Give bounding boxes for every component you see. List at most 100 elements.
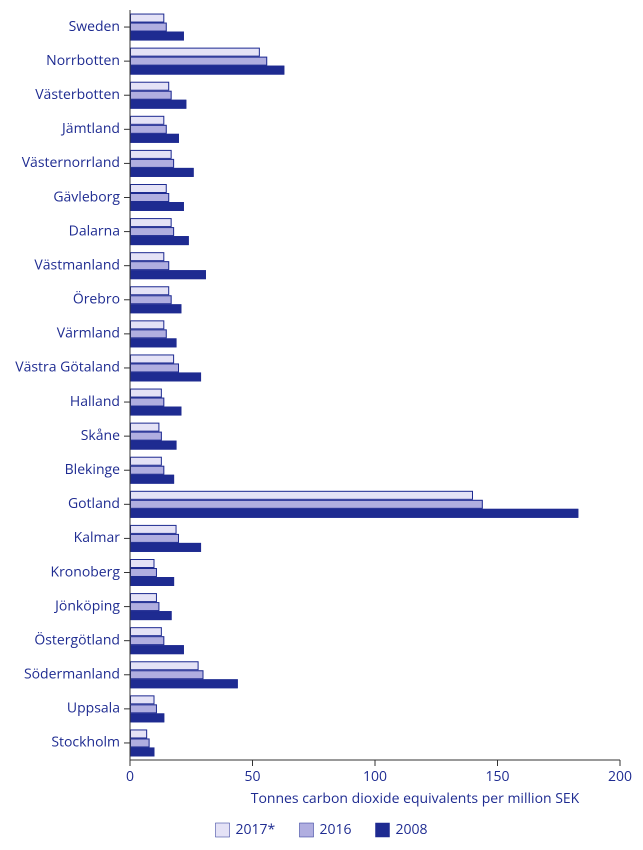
category-label: Värmland xyxy=(57,324,120,343)
category-label: Jämtland xyxy=(60,119,120,138)
bar xyxy=(130,236,189,245)
bar xyxy=(130,543,201,552)
bar xyxy=(130,475,174,484)
bar xyxy=(130,354,174,363)
bar xyxy=(130,320,164,329)
category-label: Västernorrland xyxy=(22,153,120,172)
category-label: Sweden xyxy=(69,17,120,36)
category-label: Västra Götaland xyxy=(15,358,120,377)
category-label: Stockholm xyxy=(51,733,120,752)
category-label: Gävleborg xyxy=(53,187,120,206)
bar xyxy=(130,432,162,441)
bar xyxy=(130,23,167,32)
category-label: Kalmar xyxy=(74,528,121,547)
bar xyxy=(130,389,162,398)
bar xyxy=(130,466,164,475)
bar xyxy=(130,100,186,109)
x-tick-label: 50 xyxy=(244,767,260,786)
bar xyxy=(130,159,174,168)
bar xyxy=(130,252,164,261)
bar xyxy=(130,168,194,177)
bar xyxy=(130,57,267,66)
bar xyxy=(130,695,155,704)
category-label: Halland xyxy=(70,392,120,411)
bar xyxy=(130,32,184,41)
bar xyxy=(130,270,206,279)
bar xyxy=(130,534,179,543)
emissions-bar-chart: 0 50 100 150 200 Sweden Norrbotten Västerbotten… xyxy=(0,0,643,850)
category-label: Östergötland xyxy=(34,630,120,649)
bar xyxy=(130,134,179,143)
x-tick-label: 100 xyxy=(363,767,387,786)
bar xyxy=(130,66,284,75)
bar xyxy=(130,679,238,688)
bar xyxy=(130,491,473,500)
bar xyxy=(130,363,179,372)
bar xyxy=(130,338,177,347)
bar xyxy=(130,627,162,636)
category-label: Gotland xyxy=(68,494,120,513)
bar xyxy=(130,602,159,611)
category-label: Västmanland xyxy=(34,255,120,274)
bar xyxy=(130,286,169,295)
category-label: Södermanland xyxy=(24,665,120,684)
legend-swatch xyxy=(216,823,230,837)
bar xyxy=(130,747,155,756)
category-label: Örebro xyxy=(73,290,120,309)
category-label: Jönköping xyxy=(53,596,120,615)
bar xyxy=(130,611,172,620)
legend-label: 2016 xyxy=(320,820,352,839)
category-label: Blekinge xyxy=(65,460,121,479)
bar xyxy=(130,568,157,577)
bar xyxy=(130,729,147,738)
bar xyxy=(130,441,177,450)
bar xyxy=(130,218,172,227)
legend-swatch xyxy=(300,823,314,837)
bar xyxy=(130,184,167,193)
bar xyxy=(130,14,164,23)
bar xyxy=(130,713,164,722)
bar xyxy=(130,457,162,466)
bar xyxy=(130,329,167,338)
bar xyxy=(130,261,169,270)
bar xyxy=(130,704,157,713)
bar xyxy=(130,509,578,518)
bar xyxy=(130,593,157,602)
x-tick-label: 150 xyxy=(485,767,509,786)
bar xyxy=(130,48,260,57)
x-tick-label: 200 xyxy=(608,767,632,786)
category-label: Kronoberg xyxy=(51,562,121,581)
category-label: Norrbotten xyxy=(46,51,120,70)
bar xyxy=(130,91,172,100)
category-label: Västerbotten xyxy=(35,85,120,104)
bar xyxy=(130,636,164,645)
bar xyxy=(130,82,169,91)
bar xyxy=(130,125,167,134)
bar xyxy=(130,295,172,304)
bar xyxy=(130,227,174,236)
category-label: Skåne xyxy=(81,426,120,445)
bar xyxy=(130,670,204,679)
bar xyxy=(130,500,483,509)
bar xyxy=(130,738,150,747)
bar xyxy=(130,661,199,670)
bar xyxy=(130,193,169,202)
bar xyxy=(130,304,181,313)
bar xyxy=(130,577,174,586)
bar xyxy=(130,116,164,125)
x-tick-label: 0 xyxy=(126,767,134,786)
bar xyxy=(130,398,164,407)
bar xyxy=(130,559,155,568)
legend-label: 2008 xyxy=(396,820,428,839)
bar xyxy=(130,525,177,534)
legend-swatch xyxy=(376,823,390,837)
bar xyxy=(130,372,201,381)
bar xyxy=(130,202,184,211)
category-label: Dalarna xyxy=(69,221,120,240)
bar xyxy=(130,423,159,432)
category-label: Uppsala xyxy=(67,699,120,718)
legend-label: 2017* xyxy=(236,820,276,839)
bar xyxy=(130,407,181,416)
bar xyxy=(130,645,184,654)
x-axis-title: Tonnes carbon dioxide equivalents per mi… xyxy=(251,789,580,808)
